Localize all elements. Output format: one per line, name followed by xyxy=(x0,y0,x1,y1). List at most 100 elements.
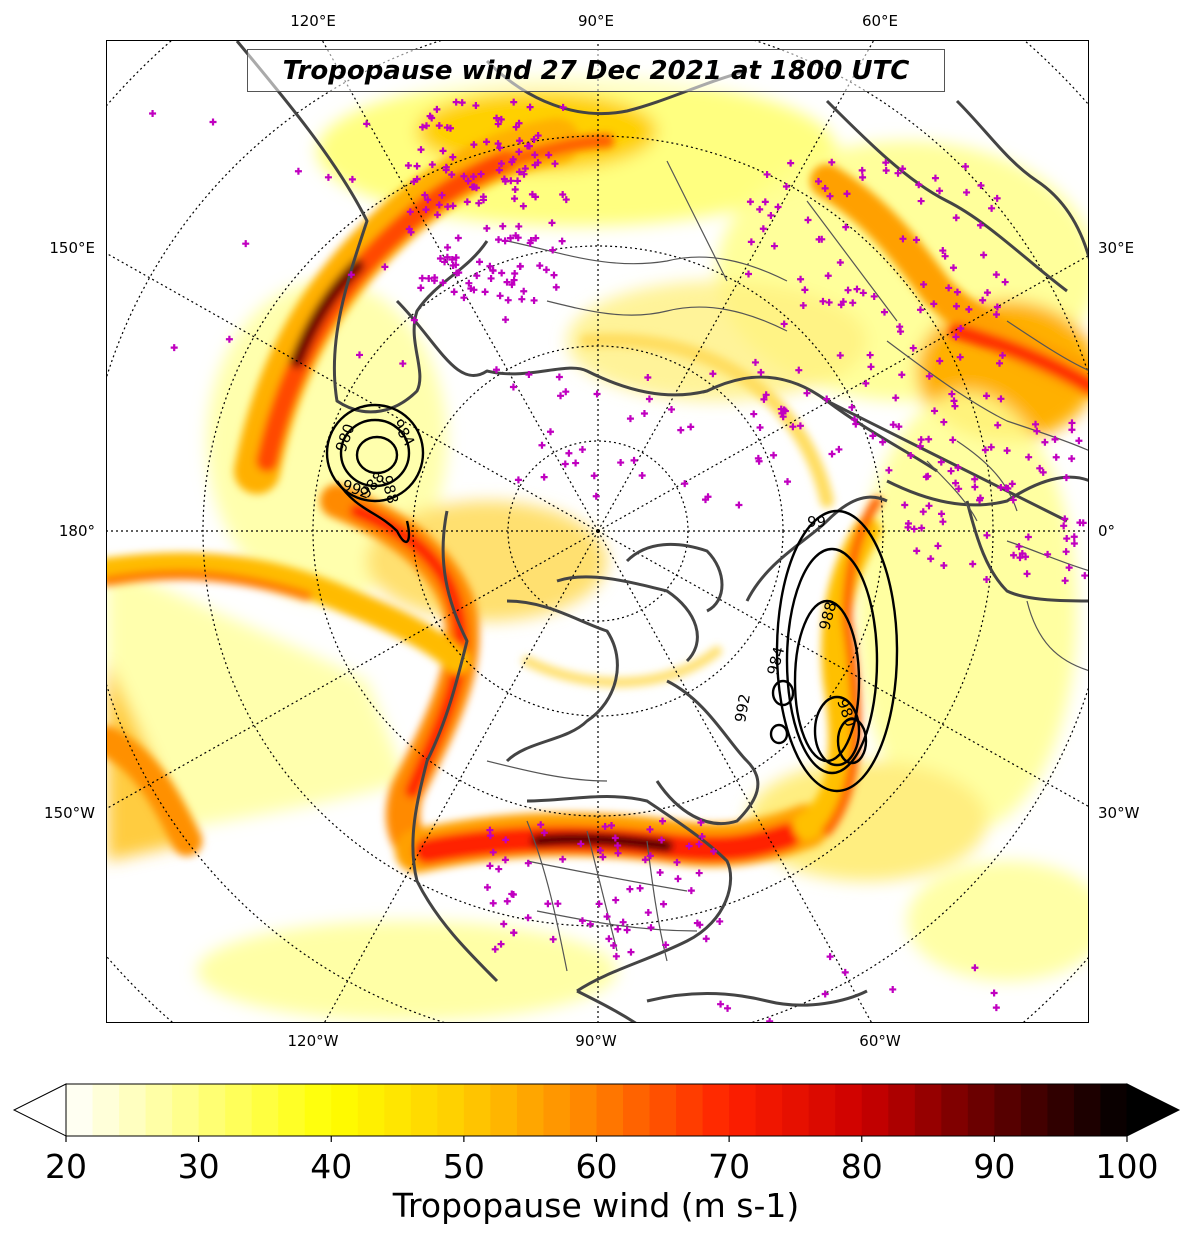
observation-marker xyxy=(439,279,447,287)
observation-marker xyxy=(870,292,878,300)
observation-marker xyxy=(540,829,548,837)
observation-marker xyxy=(508,281,516,289)
observation-marker xyxy=(534,132,542,140)
observation-marker xyxy=(994,421,1002,429)
observation-marker xyxy=(917,197,925,205)
observation-marker xyxy=(1004,484,1012,492)
lon-label-right: 30°E xyxy=(1098,239,1135,257)
observation-marker xyxy=(898,371,906,379)
observation-marker xyxy=(1039,468,1047,476)
observation-marker xyxy=(867,363,875,371)
observation-marker xyxy=(617,459,625,467)
observation-marker xyxy=(894,169,902,177)
observation-marker xyxy=(209,118,217,126)
observation-marker xyxy=(956,353,964,361)
observation-marker xyxy=(763,170,771,178)
observation-marker xyxy=(460,294,468,302)
observation-marker xyxy=(531,151,539,159)
observation-marker xyxy=(963,188,971,196)
observation-marker xyxy=(656,868,664,876)
observation-marker xyxy=(660,900,668,908)
observation-marker xyxy=(1036,464,1044,472)
observation-marker xyxy=(435,201,443,209)
observation-marker xyxy=(458,99,466,107)
observation-marker xyxy=(489,267,497,275)
observation-marker xyxy=(750,410,758,418)
observation-marker xyxy=(559,103,567,111)
map-title: Tropopause wind 27 Dec 2021 at 1800 UTC xyxy=(282,55,910,86)
observation-marker xyxy=(667,405,675,413)
observation-marker xyxy=(636,884,644,892)
observation-marker xyxy=(537,821,545,829)
observation-marker xyxy=(920,280,928,288)
observation-marker xyxy=(954,464,962,472)
observation-marker xyxy=(433,211,441,219)
observation-marker xyxy=(1061,515,1069,523)
observation-marker xyxy=(777,405,785,413)
observation-marker xyxy=(525,142,533,150)
observation-marker xyxy=(934,542,942,550)
observation-marker xyxy=(422,122,430,130)
observation-marker xyxy=(294,167,302,175)
observation-marker xyxy=(673,858,681,866)
colorbar-segment xyxy=(782,1084,810,1136)
observation-marker xyxy=(1015,543,1023,551)
colorbar-tick-label: 100 xyxy=(1095,1147,1159,1186)
observation-marker xyxy=(892,394,900,402)
observation-marker xyxy=(510,929,518,937)
observation-marker xyxy=(925,372,933,380)
observation-marker xyxy=(417,146,425,154)
observation-marker xyxy=(487,274,495,282)
observation-marker xyxy=(952,302,960,310)
observation-marker xyxy=(969,560,977,568)
observation-marker xyxy=(623,926,631,934)
observation-marker xyxy=(557,392,565,400)
observation-marker xyxy=(716,917,724,925)
colorbar xyxy=(12,1083,1181,1142)
observation-marker xyxy=(909,344,917,352)
observation-marker xyxy=(454,234,462,242)
observation-marker xyxy=(746,198,754,206)
observation-marker xyxy=(697,819,705,827)
observation-marker xyxy=(413,162,421,170)
observation-marker xyxy=(1033,427,1041,435)
observation-marker xyxy=(931,407,939,415)
observation-marker xyxy=(503,278,511,286)
observation-marker xyxy=(899,165,907,173)
observation-marker xyxy=(766,1017,774,1022)
observation-marker xyxy=(799,301,807,309)
observation-marker xyxy=(422,206,430,214)
observation-marker xyxy=(687,423,695,431)
observation-marker xyxy=(938,510,946,518)
observation-marker xyxy=(526,103,534,111)
observation-marker xyxy=(608,822,616,830)
observation-marker xyxy=(836,258,844,266)
colorbar-segment xyxy=(463,1084,491,1136)
observation-marker xyxy=(491,945,499,953)
observation-marker xyxy=(519,202,527,210)
observation-marker xyxy=(644,909,652,917)
observation-marker xyxy=(549,246,557,254)
colorbar-segment xyxy=(172,1084,200,1136)
observation-marker xyxy=(520,170,528,178)
observation-marker xyxy=(559,191,567,199)
colorbar-segment xyxy=(251,1084,279,1136)
observation-marker xyxy=(511,269,519,277)
observation-marker xyxy=(592,492,600,500)
observation-marker xyxy=(599,853,607,861)
observation-marker xyxy=(695,840,703,848)
observation-marker xyxy=(497,160,505,168)
observation-marker xyxy=(949,264,957,272)
observation-marker xyxy=(347,271,355,279)
observation-marker xyxy=(605,935,613,943)
observation-marker xyxy=(444,243,452,251)
observation-marker xyxy=(983,289,991,297)
observation-marker xyxy=(710,847,718,855)
observation-marker xyxy=(662,941,670,949)
colorbar-tick-label: 60 xyxy=(575,1147,618,1186)
observation-marker xyxy=(436,255,444,263)
observation-marker xyxy=(640,409,648,417)
observation-marker xyxy=(511,185,519,193)
observation-marker xyxy=(595,900,603,908)
observation-marker xyxy=(659,817,667,825)
